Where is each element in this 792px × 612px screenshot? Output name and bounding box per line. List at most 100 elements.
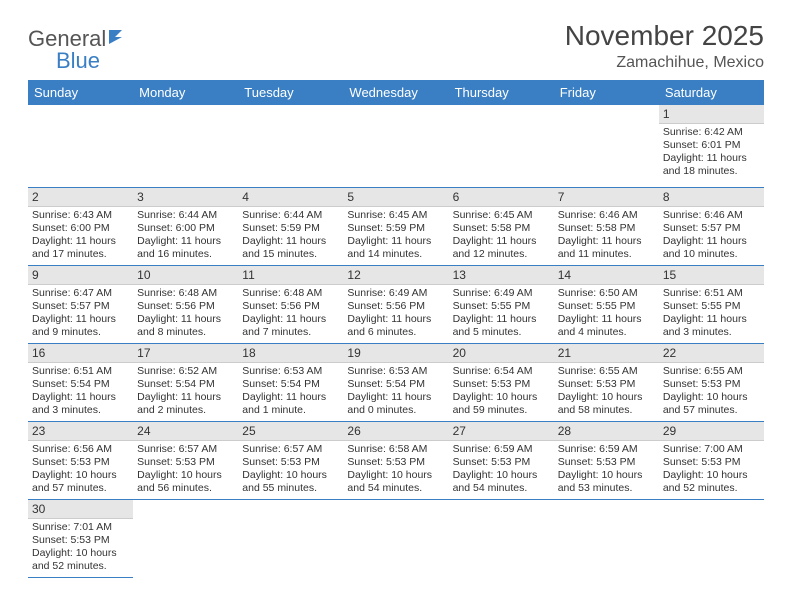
- day-number: 28: [554, 422, 659, 441]
- day-number: 4: [238, 188, 343, 207]
- weekday-header: Wednesday: [343, 80, 448, 105]
- calendar-cell: [28, 105, 133, 187]
- calendar-cell: [554, 105, 659, 187]
- calendar-cell: 15Sunrise: 6:51 AMSunset: 5:55 PMDayligh…: [659, 265, 764, 343]
- calendar-cell: 14Sunrise: 6:50 AMSunset: 5:55 PMDayligh…: [554, 265, 659, 343]
- day-number: 22: [659, 344, 764, 363]
- calendar-cell: 22Sunrise: 6:55 AMSunset: 5:53 PMDayligh…: [659, 343, 764, 421]
- calendar-cell: 4Sunrise: 6:44 AMSunset: 5:59 PMDaylight…: [238, 187, 343, 265]
- calendar-cell: [133, 105, 238, 187]
- calendar-cell: 23Sunrise: 6:56 AMSunset: 5:53 PMDayligh…: [28, 421, 133, 499]
- calendar-cell: 5Sunrise: 6:45 AMSunset: 5:59 PMDaylight…: [343, 187, 448, 265]
- calendar-cell: 6Sunrise: 6:45 AMSunset: 5:58 PMDaylight…: [449, 187, 554, 265]
- day-text: Sunrise: 6:46 AMSunset: 5:58 PMDaylight:…: [554, 207, 659, 265]
- day-text: Sunrise: 6:53 AMSunset: 5:54 PMDaylight:…: [238, 363, 343, 421]
- day-text: Sunrise: 6:57 AMSunset: 5:53 PMDaylight:…: [238, 441, 343, 499]
- calendar-table: SundayMondayTuesdayWednesdayThursdayFrid…: [28, 80, 764, 578]
- calendar-cell: 27Sunrise: 6:59 AMSunset: 5:53 PMDayligh…: [449, 421, 554, 499]
- day-number: 1: [659, 105, 764, 124]
- day-number: 15: [659, 266, 764, 285]
- day-number: 9: [28, 266, 133, 285]
- day-number: 8: [659, 188, 764, 207]
- day-number: 10: [133, 266, 238, 285]
- calendar-cell: [343, 499, 448, 577]
- day-text: Sunrise: 6:43 AMSunset: 6:00 PMDaylight:…: [28, 207, 133, 265]
- calendar-cell: [554, 499, 659, 577]
- calendar-cell: 1Sunrise: 6:42 AMSunset: 6:01 PMDaylight…: [659, 105, 764, 187]
- header: General November 2025 Zamachihue, Mexico: [28, 20, 764, 72]
- calendar-cell: 24Sunrise: 6:57 AMSunset: 5:53 PMDayligh…: [133, 421, 238, 499]
- calendar-cell: 17Sunrise: 6:52 AMSunset: 5:54 PMDayligh…: [133, 343, 238, 421]
- calendar-cell: [343, 105, 448, 187]
- weekday-header: Sunday: [28, 80, 133, 105]
- calendar-cell: 9Sunrise: 6:47 AMSunset: 5:57 PMDaylight…: [28, 265, 133, 343]
- day-text: Sunrise: 7:00 AMSunset: 5:53 PMDaylight:…: [659, 441, 764, 499]
- calendar-cell: 30Sunrise: 7:01 AMSunset: 5:53 PMDayligh…: [28, 499, 133, 577]
- day-number: 5: [343, 188, 448, 207]
- day-text: Sunrise: 6:44 AMSunset: 5:59 PMDaylight:…: [238, 207, 343, 265]
- day-text: Sunrise: 6:53 AMSunset: 5:54 PMDaylight:…: [343, 363, 448, 421]
- calendar-cell: 16Sunrise: 6:51 AMSunset: 5:54 PMDayligh…: [28, 343, 133, 421]
- calendar-cell: 11Sunrise: 6:48 AMSunset: 5:56 PMDayligh…: [238, 265, 343, 343]
- calendar-cell: 2Sunrise: 6:43 AMSunset: 6:00 PMDaylight…: [28, 187, 133, 265]
- calendar-row: 2Sunrise: 6:43 AMSunset: 6:00 PMDaylight…: [28, 187, 764, 265]
- calendar-head: SundayMondayTuesdayWednesdayThursdayFrid…: [28, 80, 764, 105]
- day-number: 17: [133, 344, 238, 363]
- calendar-cell: 25Sunrise: 6:57 AMSunset: 5:53 PMDayligh…: [238, 421, 343, 499]
- day-number: 24: [133, 422, 238, 441]
- day-number: 26: [343, 422, 448, 441]
- day-text: Sunrise: 6:55 AMSunset: 5:53 PMDaylight:…: [554, 363, 659, 421]
- weekday-header: Tuesday: [238, 80, 343, 105]
- flag-icon: [108, 28, 130, 51]
- day-number: 7: [554, 188, 659, 207]
- calendar-cell: 3Sunrise: 6:44 AMSunset: 6:00 PMDaylight…: [133, 187, 238, 265]
- calendar-row: 23Sunrise: 6:56 AMSunset: 5:53 PMDayligh…: [28, 421, 764, 499]
- calendar-cell: 18Sunrise: 6:53 AMSunset: 5:54 PMDayligh…: [238, 343, 343, 421]
- day-number: 30: [28, 500, 133, 519]
- calendar-cell: [449, 105, 554, 187]
- day-text: Sunrise: 6:48 AMSunset: 5:56 PMDaylight:…: [238, 285, 343, 343]
- calendar-cell: 28Sunrise: 6:59 AMSunset: 5:53 PMDayligh…: [554, 421, 659, 499]
- weekday-header: Friday: [554, 80, 659, 105]
- day-text: Sunrise: 6:50 AMSunset: 5:55 PMDaylight:…: [554, 285, 659, 343]
- calendar-cell: 12Sunrise: 6:49 AMSunset: 5:56 PMDayligh…: [343, 265, 448, 343]
- day-text: Sunrise: 6:49 AMSunset: 5:55 PMDaylight:…: [449, 285, 554, 343]
- day-text: Sunrise: 6:46 AMSunset: 5:57 PMDaylight:…: [659, 207, 764, 265]
- logo-text-blue: Blue: [56, 48, 100, 74]
- day-text: Sunrise: 6:45 AMSunset: 5:58 PMDaylight:…: [449, 207, 554, 265]
- calendar-cell: 26Sunrise: 6:58 AMSunset: 5:53 PMDayligh…: [343, 421, 448, 499]
- month-title: November 2025: [565, 20, 764, 52]
- day-text: Sunrise: 6:42 AMSunset: 6:01 PMDaylight:…: [659, 124, 764, 182]
- weekday-header: Saturday: [659, 80, 764, 105]
- calendar-row: 30Sunrise: 7:01 AMSunset: 5:53 PMDayligh…: [28, 499, 764, 577]
- calendar-body: 1Sunrise: 6:42 AMSunset: 6:01 PMDaylight…: [28, 105, 764, 577]
- day-text: Sunrise: 6:51 AMSunset: 5:55 PMDaylight:…: [659, 285, 764, 343]
- weekday-header: Thursday: [449, 80, 554, 105]
- day-number: 2: [28, 188, 133, 207]
- calendar-row: 1Sunrise: 6:42 AMSunset: 6:01 PMDaylight…: [28, 105, 764, 187]
- day-number: 13: [449, 266, 554, 285]
- day-number: 14: [554, 266, 659, 285]
- day-text: Sunrise: 6:55 AMSunset: 5:53 PMDaylight:…: [659, 363, 764, 421]
- day-number: 21: [554, 344, 659, 363]
- calendar-cell: 10Sunrise: 6:48 AMSunset: 5:56 PMDayligh…: [133, 265, 238, 343]
- day-text: Sunrise: 6:47 AMSunset: 5:57 PMDaylight:…: [28, 285, 133, 343]
- day-number: 27: [449, 422, 554, 441]
- calendar-cell: 21Sunrise: 6:55 AMSunset: 5:53 PMDayligh…: [554, 343, 659, 421]
- calendar-row: 9Sunrise: 6:47 AMSunset: 5:57 PMDaylight…: [28, 265, 764, 343]
- day-number: 18: [238, 344, 343, 363]
- day-number: 3: [133, 188, 238, 207]
- calendar-cell: [238, 499, 343, 577]
- calendar-cell: 19Sunrise: 6:53 AMSunset: 5:54 PMDayligh…: [343, 343, 448, 421]
- day-number: 29: [659, 422, 764, 441]
- calendar-cell: 7Sunrise: 6:46 AMSunset: 5:58 PMDaylight…: [554, 187, 659, 265]
- day-text: Sunrise: 6:54 AMSunset: 5:53 PMDaylight:…: [449, 363, 554, 421]
- day-number: 6: [449, 188, 554, 207]
- calendar-cell: 13Sunrise: 6:49 AMSunset: 5:55 PMDayligh…: [449, 265, 554, 343]
- day-number: 12: [343, 266, 448, 285]
- calendar-cell: [449, 499, 554, 577]
- day-number: 19: [343, 344, 448, 363]
- calendar-cell: 29Sunrise: 7:00 AMSunset: 5:53 PMDayligh…: [659, 421, 764, 499]
- calendar-cell: [238, 105, 343, 187]
- day-number: 25: [238, 422, 343, 441]
